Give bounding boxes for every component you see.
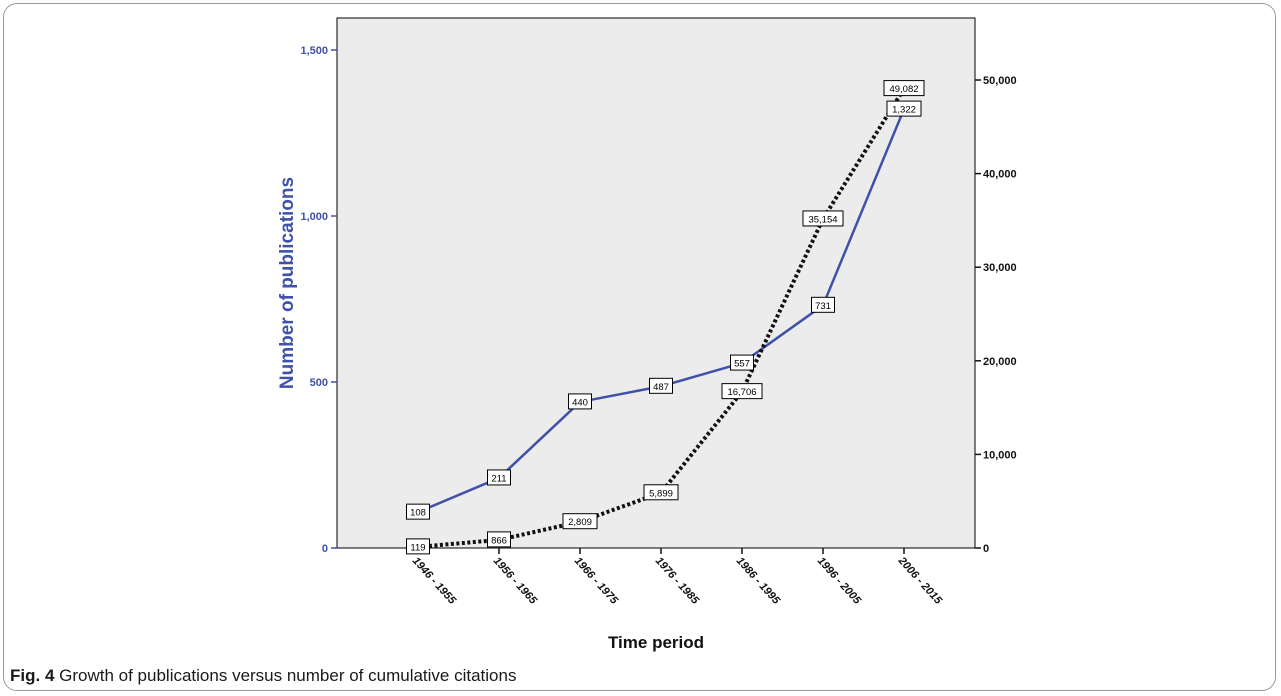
data-label-box [721, 383, 763, 400]
y2-tick-label: 20,000 [983, 356, 1017, 368]
x-axis-title: Time period [608, 633, 704, 652]
citation-data-label: 2,809 [562, 513, 598, 530]
data-label-text: 108 [410, 508, 426, 519]
citation-data-label: 35,154 [802, 210, 844, 227]
citation-data-label: 49,082 [883, 80, 925, 97]
data-label-box [487, 469, 511, 486]
y2-tick-label: 0 [983, 543, 989, 555]
publication-data-label: 211 [487, 469, 511, 486]
x-tick-label: 1946 - 1955 [410, 555, 459, 607]
x-tick-label: 1956 - 1965 [491, 555, 540, 607]
data-label-text: 49,082 [889, 84, 918, 95]
data-label-box [406, 538, 430, 555]
figure-number: Fig. 4 [10, 666, 55, 685]
publication-data-label: 108 [406, 503, 430, 520]
x-tick-label: 1966 - 1975 [572, 555, 621, 607]
data-label-text: 2,809 [568, 517, 592, 528]
data-label-text: 16,706 [727, 387, 756, 398]
plot-area [336, 17, 976, 549]
citation-data-label: 16,706 [721, 383, 763, 400]
x-tick-label: 1996 - 2005 [815, 555, 864, 607]
data-label-box [643, 484, 679, 501]
publication-data-label: 1,322 [886, 100, 922, 117]
data-label-box [883, 80, 925, 97]
publication-data-label: 440 [568, 393, 592, 410]
data-labels: 108 211 440 487 557 731 1,322 119 866 2,809 5,899 1… [406, 80, 925, 555]
data-label-text: 866 [491, 535, 507, 546]
data-label-text: 1,322 [892, 105, 916, 116]
publication-data-label: 557 [730, 354, 754, 371]
data-label-text: 557 [734, 359, 750, 370]
data-label-box [811, 296, 835, 313]
data-label-text: 440 [572, 397, 588, 408]
figure-caption: Fig. 4 Growth of publications versus num… [10, 666, 516, 686]
x-tick-label: 1986 - 1995 [734, 555, 783, 607]
x-tick-label: 2006 - 2015 [895, 554, 944, 607]
data-label-text: 487 [653, 382, 669, 393]
figure-caption-text: Growth of publications versus number of … [59, 666, 517, 685]
publication-data-label: 731 [811, 296, 835, 313]
y-tick-label: 0 [322, 543, 328, 555]
y2-tick-label: 30,000 [983, 262, 1017, 274]
data-label-box [568, 393, 592, 410]
data-label-box [649, 377, 673, 394]
y2-tick-label: 50,000 [983, 75, 1017, 87]
data-label-text: 731 [815, 301, 831, 312]
y2-tick-label: 10,000 [983, 449, 1017, 461]
data-label-box [487, 531, 511, 548]
data-label-text: 35,154 [808, 214, 837, 225]
y-tick-label: 500 [310, 377, 328, 389]
citation-data-label: 119 [406, 538, 430, 555]
data-label-text: 119 [410, 542, 425, 553]
citation-data-label: 5,899 [643, 484, 679, 501]
data-label-text: 5,899 [649, 488, 673, 499]
data-label-text: 211 [491, 473, 506, 484]
y-tick-label: 1,500 [300, 45, 328, 57]
y-axis-title: Number of publications [277, 177, 298, 389]
data-label-box [886, 100, 922, 117]
data-label-box [562, 513, 598, 530]
data-label-box [730, 354, 754, 371]
data-label-box [406, 503, 430, 520]
y2-tick-label: 40,000 [983, 169, 1017, 181]
publication-data-label: 487 [649, 377, 673, 394]
citation-data-label: 866 [487, 531, 511, 548]
y-tick-label: 1,000 [300, 211, 328, 223]
data-label-box [802, 210, 844, 227]
x-tick-label: 1976 - 1985 [653, 555, 702, 607]
